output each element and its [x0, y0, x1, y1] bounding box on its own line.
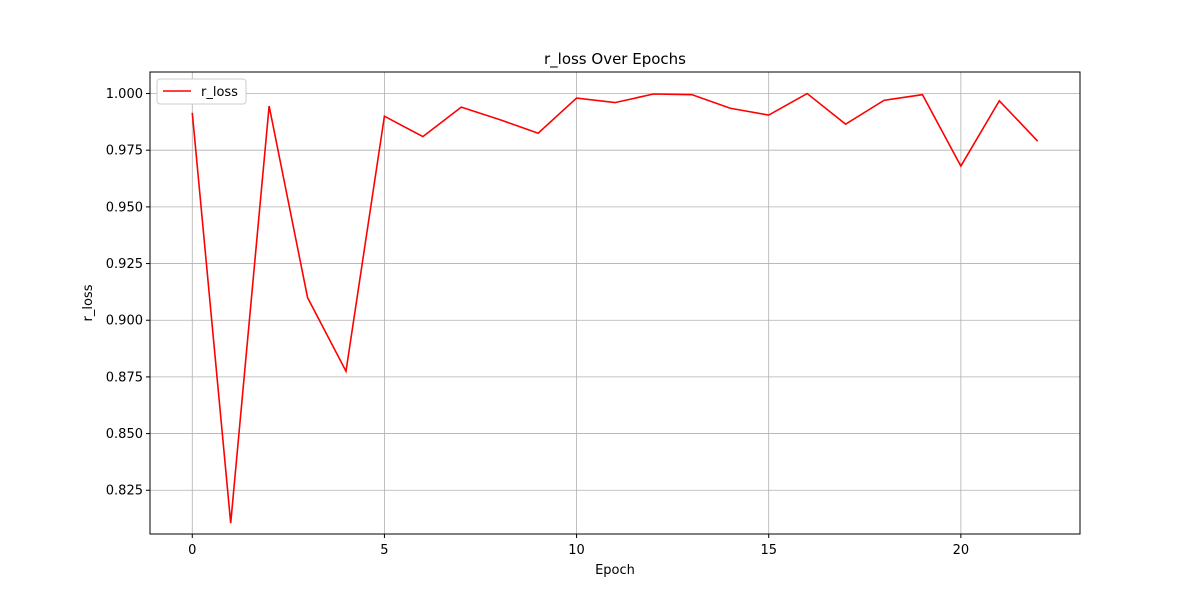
y-tick-label: 1.000	[106, 87, 143, 102]
y-tick-label: 0.900	[106, 314, 143, 329]
plot-area-frame	[149, 71, 1081, 535]
legend: r_loss	[156, 78, 247, 105]
x-axis-label: Epoch	[595, 563, 635, 578]
y-tick-label: 0.875	[106, 370, 143, 385]
series-line-r-loss	[191, 92, 1039, 524]
y-tick-label: 0.950	[106, 200, 143, 215]
grid	[150, 72, 1080, 534]
y-tick-label: 0.975	[106, 144, 143, 159]
x-tick-label: 5	[380, 543, 388, 558]
y-tick-label: 0.850	[106, 427, 143, 442]
x-tick-label: 0	[188, 543, 196, 558]
y-tick-label: 0.825	[106, 484, 143, 499]
legend-label-r-loss: r_loss	[201, 85, 238, 100]
y-tick-label: 0.925	[106, 257, 143, 272]
legend-box	[156, 78, 247, 105]
x-tick-label: 15	[760, 543, 777, 558]
x-tick-label: 20	[953, 543, 970, 558]
axis-ticks: 0 5 10 15 20 0.825 0.850 0.875 0.900 0.925 0.950 0.…	[106, 87, 969, 558]
y-axis-label: r_loss	[81, 284, 96, 321]
chart-title: r_loss Over Epochs	[544, 50, 686, 69]
x-tick-label: 10	[568, 543, 585, 558]
